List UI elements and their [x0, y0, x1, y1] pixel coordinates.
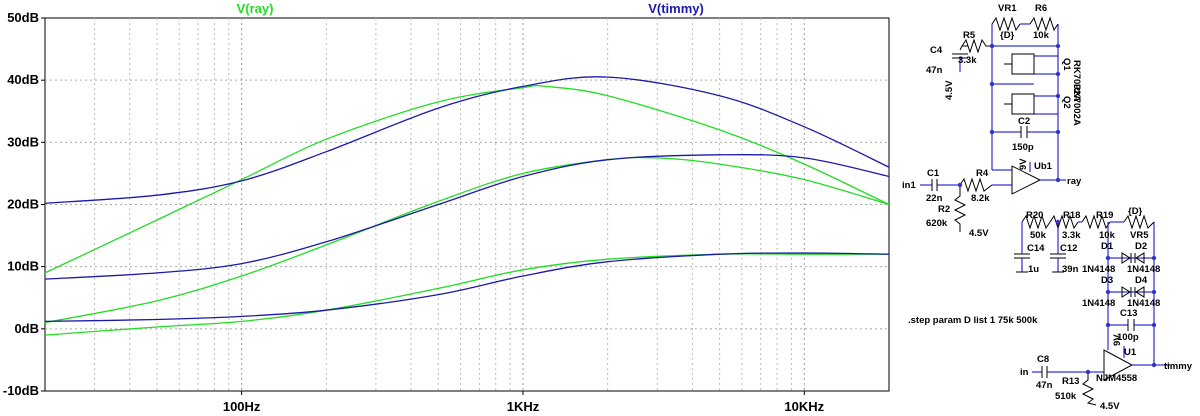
lbl-d3m: 1N4148 [1082, 298, 1115, 309]
lbl-c14v: 1u [1028, 264, 1039, 275]
y-tick-label: 30dB [7, 134, 39, 149]
lbl-r20: R20 [1026, 210, 1043, 221]
x-tick-label: 100Hz [223, 399, 261, 414]
lbl-r2v: 620k [926, 218, 948, 229]
x-axis-ticks: 100Hz 1KHz 10KHz [223, 391, 825, 414]
lbl-c2: C2 [1018, 116, 1030, 127]
lbl-q2m: RK7002A [1071, 84, 1082, 126]
y-tick-label: -10dB [3, 383, 39, 398]
lbl-d1p: {D} [1000, 30, 1015, 41]
y-tick-label: 40dB [7, 72, 39, 87]
lbl-v45b: 4.5V [969, 228, 989, 239]
lbl-vr1: VR1 [998, 3, 1017, 14]
lbl-q2: Q2 [1061, 96, 1072, 109]
y-tick-label: 50dB [7, 10, 39, 25]
lbl-pwr2: 9V [1112, 334, 1123, 346]
lbl-ub1: Ub1 [1034, 161, 1053, 172]
lbl-d3: D3 [1101, 275, 1113, 286]
schematic: VR1 R6 {D} 10k R5 3.3k C4 47n 4.5V Q1 RK… [902, 3, 1193, 412]
lbl-u1: U1 [1124, 347, 1137, 358]
lbl-d1: D1 [1101, 241, 1114, 252]
lbl-r13: R13 [1062, 376, 1079, 387]
lbl-ray: ray [1067, 176, 1082, 187]
sim-directive: .step param D list 1 75k 500k [908, 315, 1038, 326]
lbl-r6: R6 [1035, 3, 1047, 14]
y-axis-ticks: 50dB 40dB 30dB 20dB 10dB 0dB -10dB [3, 10, 45, 398]
lbl-r6v: 10k [1033, 30, 1050, 41]
series-line-timmy-5 [44, 252, 890, 323]
lbl-r2: R2 [938, 204, 950, 215]
curves [44, 76, 890, 336]
lbl-c12: C12 [1060, 243, 1077, 254]
y-tick-label: 20dB [7, 197, 39, 212]
lbl-r18: R18 [1063, 210, 1080, 221]
lbl-r4v: 8.2k [971, 193, 990, 204]
lbl-q1: Q1 [1061, 58, 1072, 71]
lbl-r19: R19 [1096, 210, 1113, 221]
lbl-c4v: 47n [926, 65, 943, 76]
upper-stage [920, 16, 1066, 232]
lbl-d4: D4 [1135, 275, 1148, 286]
lbl-timmy: timmy [1164, 361, 1193, 372]
series-line-timmy-4 [44, 153, 890, 280]
lbl-in: in [1020, 367, 1029, 378]
series-line-ray-1 [44, 156, 890, 324]
lbl-r20v: 50k [1030, 230, 1047, 241]
lbl-r4: R4 [976, 168, 989, 179]
lbl-r5v: 3.3k [958, 55, 977, 66]
lbl-r19v: 10k [1099, 230, 1116, 241]
x-tick-label: 10KHz [784, 399, 824, 414]
series-line-timmy-3 [44, 76, 890, 204]
lbl-vr5: VR5 [1130, 230, 1149, 241]
y-tick-label: 10dB [7, 259, 39, 274]
lower-stage [1014, 214, 1170, 406]
lbl-c14: C14 [1027, 243, 1045, 254]
lbl-c2v: 150p [1012, 142, 1034, 153]
lbl-in1: in1 [902, 180, 916, 191]
y-tick-label: 0dB [14, 321, 39, 336]
lbl-d4m: 1N4148 [1127, 298, 1160, 309]
lbl-d1m: 1N4148 [1082, 264, 1115, 275]
lbl-c13: C13 [1120, 308, 1137, 319]
legend-ray: V(ray) [237, 1, 274, 16]
series-line-ray-2 [44, 253, 889, 336]
lbl-d2p: {D} [1128, 206, 1143, 217]
lbl-c8: C8 [1037, 354, 1049, 365]
lbl-v45c: 4.5V [1100, 401, 1120, 412]
lbl-r5: R5 [963, 30, 976, 41]
lbl-d2: D2 [1135, 241, 1147, 252]
lbl-c4: C4 [930, 45, 943, 56]
lbl-r13v: 510k [1055, 391, 1077, 402]
lbl-v45a: 4.5V [944, 80, 955, 100]
lbl-u1m: NJM4558 [1096, 373, 1137, 384]
lbl-r18v: 3.3k [1062, 230, 1081, 241]
lbl-c12v: 39n [1062, 264, 1079, 275]
x-tick-label: 1KHz [507, 399, 540, 414]
legend-timmy: V(timmy) [648, 1, 704, 16]
lbl-c8v: 47n [1036, 380, 1053, 391]
lbl-d2m: 1N4148 [1127, 264, 1160, 275]
lbl-c1v: 22n [926, 193, 943, 204]
lbl-c13v: 100p [1117, 332, 1139, 343]
lbl-pwr1: 9V [1018, 158, 1029, 170]
lbl-c1: C1 [927, 168, 940, 179]
grid [45, 18, 889, 391]
lbl-q1m: RK7002A [1071, 60, 1082, 102]
